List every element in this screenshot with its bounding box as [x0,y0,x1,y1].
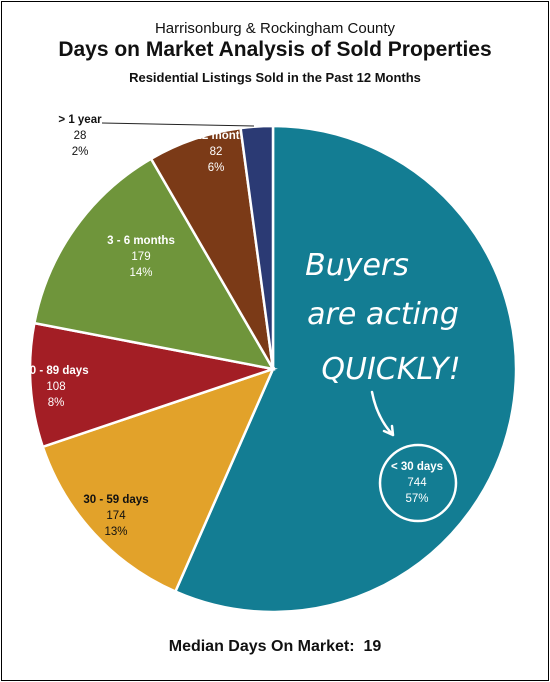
pie-slice-30-days [173,124,518,614]
pie-label-3-6-months: 3 - 6 months 179 14% [107,235,175,279]
slice-percent: 57% [405,493,428,505]
chart-title: Days on Market Analysis of Sold Properti… [58,38,492,61]
pie-label-30-days: < 30 days 744 57% [391,461,443,505]
slice-label: 3 - 6 months [107,235,175,247]
slice-percent: 8% [48,397,65,409]
pie-slice-1-year [239,124,275,370]
annotation-circle [378,443,458,523]
median-label: Median Days On Market: [168,638,355,655]
slice-percent: 6% [208,162,225,174]
annotation-line: are acting [307,297,459,332]
annotation-line: Buyers [305,248,409,283]
slice-percent: 2% [72,146,89,158]
slice-label: 60 - 89 days [23,365,88,377]
chart-subtitle: Residential Listings Sold in the Past 12… [129,70,421,85]
pie-label-60-89-days: 60 - 89 days 108 8% [23,365,88,409]
slice-count: 174 [106,510,126,522]
slice-count: 179 [131,251,150,263]
slice-label: 30 - 59 days [83,494,148,506]
slice-percent: 13% [104,526,127,538]
slice-label: > 1 year [58,114,102,126]
pie-slice-30-59-days [41,366,276,594]
annotation-arrow [370,390,395,437]
pie-slice-60-89-days [28,321,278,449]
annotation-line: QUICKLY! [321,352,460,387]
median-days-footer: Median Days On Market: 19 [0,638,550,656]
slice-count: 82 [210,146,223,158]
slice-count: 108 [46,381,65,393]
leader-line [101,122,255,127]
slice-count: 28 [74,130,87,142]
pie-label-30-59-days: 30 - 59 days 174 13% [83,494,148,538]
slice-label: 6 - 12 months [179,130,253,142]
pie-label-6-12-months: 6 - 12 months 82 6% [179,130,253,174]
chart-supertitle: Harrisonburg & Rockingham County [154,20,396,37]
slice-count: 744 [407,477,427,489]
slice-percent: 14% [129,267,152,279]
pie-label-1-year: > 1 year 28 2% [58,114,102,158]
pie-slice-3-6-months [32,157,276,371]
slice-label: < 30 days [391,461,443,473]
median-value: 19 [363,638,382,655]
